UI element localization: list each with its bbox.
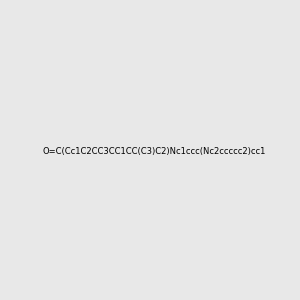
Text: O=C(Cc1C2CC3CC1CC(C3)C2)Nc1ccc(Nc2ccccc2)cc1: O=C(Cc1C2CC3CC1CC(C3)C2)Nc1ccc(Nc2ccccc2… [42,147,266,156]
